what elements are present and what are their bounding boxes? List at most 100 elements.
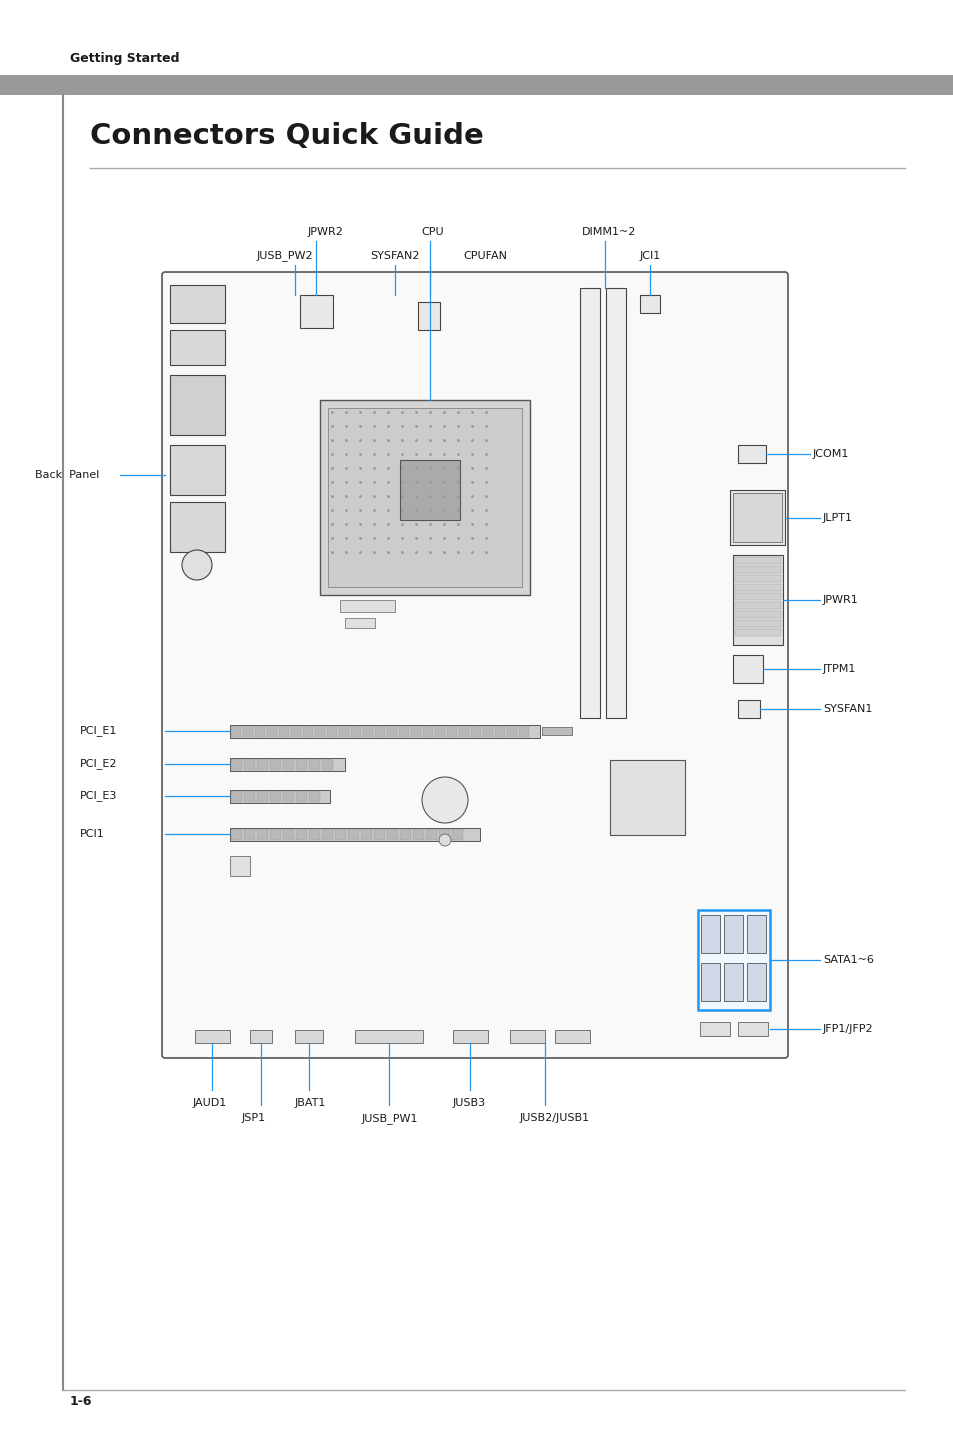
Bar <box>294 1030 323 1042</box>
Bar <box>335 829 346 841</box>
Bar <box>495 726 504 737</box>
Bar <box>453 1030 488 1042</box>
Text: JUSB3: JUSB3 <box>453 1098 486 1108</box>
Bar <box>375 726 385 737</box>
Bar <box>738 445 765 463</box>
Bar <box>170 503 225 551</box>
FancyBboxPatch shape <box>162 272 787 1058</box>
Bar <box>254 726 265 737</box>
Bar <box>734 584 781 591</box>
Text: JUSB_PW2: JUSB_PW2 <box>256 251 314 261</box>
Bar <box>723 915 742 954</box>
Text: SYSFAN1: SYSFAN1 <box>822 705 871 715</box>
Text: JTPM1: JTPM1 <box>822 664 856 674</box>
Bar <box>327 726 336 737</box>
Bar <box>411 726 420 737</box>
Bar <box>267 726 276 737</box>
Circle shape <box>438 833 451 846</box>
Text: PCI_E2: PCI_E2 <box>80 759 117 769</box>
Bar <box>387 726 396 737</box>
Bar <box>244 759 254 770</box>
Text: CPUFAN: CPUFAN <box>462 251 506 261</box>
Bar <box>734 601 781 609</box>
Bar <box>250 1030 272 1042</box>
Bar <box>438 829 450 841</box>
Bar <box>270 790 281 802</box>
Bar <box>0 74 953 95</box>
Circle shape <box>182 550 212 580</box>
Bar <box>256 829 268 841</box>
Bar <box>734 593 781 600</box>
Bar <box>170 375 225 435</box>
Text: JCOM1: JCOM1 <box>812 450 848 460</box>
Bar <box>345 619 375 629</box>
Bar <box>723 962 742 1001</box>
Text: JAUD1: JAUD1 <box>193 1098 227 1108</box>
Text: 1-6: 1-6 <box>70 1395 92 1408</box>
Text: DIMM1~2: DIMM1~2 <box>581 228 636 238</box>
Bar <box>230 828 479 841</box>
Bar <box>309 829 319 841</box>
Bar <box>422 726 433 737</box>
Bar <box>355 1030 422 1042</box>
Bar <box>295 829 307 841</box>
Bar <box>700 962 720 1001</box>
Bar <box>231 829 242 841</box>
Bar <box>510 1030 544 1042</box>
Bar <box>458 726 469 737</box>
Bar <box>295 759 307 770</box>
Bar <box>283 790 294 802</box>
Bar <box>447 726 456 737</box>
Bar <box>734 629 781 636</box>
Bar <box>698 909 769 1010</box>
Bar <box>309 759 319 770</box>
Bar <box>734 566 781 573</box>
Bar <box>231 790 242 802</box>
Bar <box>541 727 572 735</box>
Bar <box>314 726 325 737</box>
Bar <box>360 829 372 841</box>
Bar <box>270 829 281 841</box>
Text: PCI1: PCI1 <box>80 829 105 839</box>
Bar <box>387 829 397 841</box>
Bar <box>734 620 781 627</box>
Bar <box>283 759 294 770</box>
Bar <box>738 1022 767 1035</box>
Text: JSP1: JSP1 <box>242 1113 266 1123</box>
Bar <box>471 726 480 737</box>
Bar <box>609 760 684 835</box>
Text: JCI1: JCI1 <box>639 251 660 261</box>
Text: SATA1~6: SATA1~6 <box>822 955 873 965</box>
Text: Connectors Quick Guide: Connectors Quick Guide <box>90 122 483 150</box>
Bar <box>399 829 411 841</box>
Bar <box>328 408 521 587</box>
Bar <box>299 295 333 328</box>
Bar <box>230 725 539 737</box>
Bar <box>413 829 423 841</box>
Text: JUSB2/JUSB1: JUSB2/JUSB1 <box>519 1113 590 1123</box>
Bar <box>417 302 439 329</box>
Bar <box>579 288 599 717</box>
Bar <box>256 790 268 802</box>
Bar <box>244 829 254 841</box>
Bar <box>194 1030 230 1042</box>
Bar <box>303 726 313 737</box>
Bar <box>700 915 720 954</box>
Text: JPWR2: JPWR2 <box>308 228 343 238</box>
Bar <box>506 726 517 737</box>
Bar <box>734 557 781 564</box>
Bar <box>732 493 781 541</box>
Text: PCI_E3: PCI_E3 <box>80 790 117 802</box>
Bar <box>322 759 333 770</box>
Bar <box>555 1030 589 1042</box>
Bar <box>270 759 281 770</box>
Bar <box>398 726 409 737</box>
Bar <box>732 654 762 683</box>
Bar <box>746 962 765 1001</box>
Text: PCI_E1: PCI_E1 <box>80 726 117 736</box>
Bar <box>518 726 529 737</box>
Bar <box>734 576 781 581</box>
Bar <box>639 295 659 314</box>
Bar <box>738 700 760 717</box>
Text: CPU: CPU <box>420 228 443 238</box>
